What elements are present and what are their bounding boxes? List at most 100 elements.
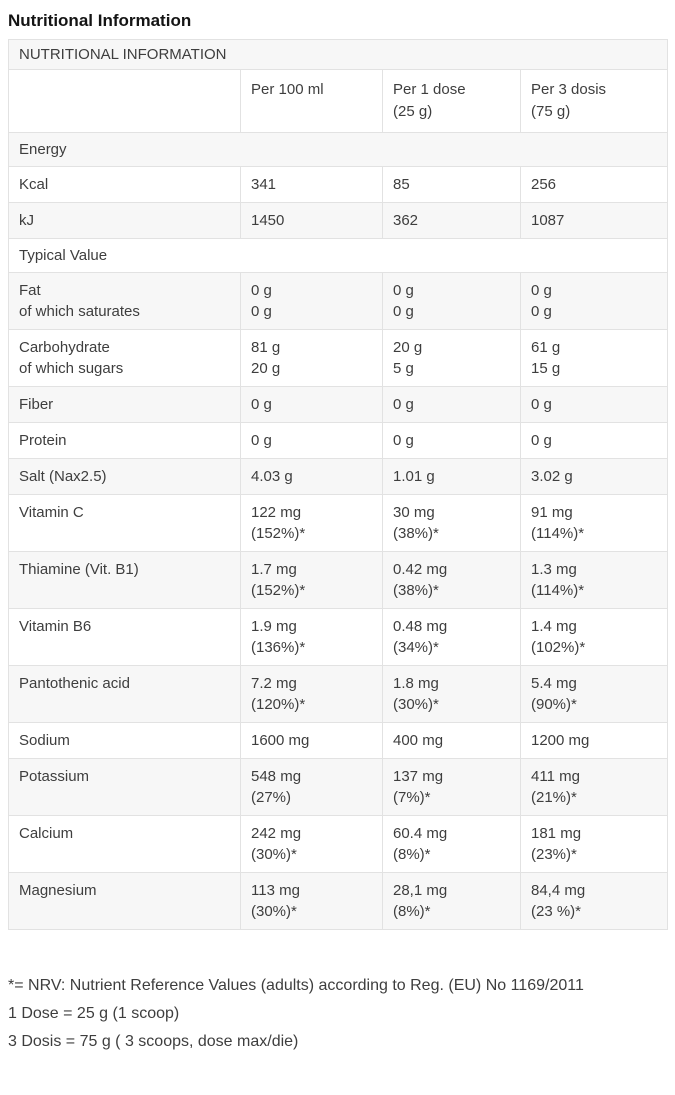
nutrient-label: Vitamin C [8,494,241,552]
cell-line: 0 g [531,282,552,299]
cell-line: (102%)* [531,639,586,656]
column-header-row: Per 100 ml Per 1 dose (25 g) Per 3 dosis (75… [8,69,668,133]
cell-line: (30%)* [393,696,439,713]
value-per-1-dose: 362 [382,202,521,239]
cell-line: 122 mg [251,504,302,521]
value-per-3-dosis: 0 g [520,386,668,423]
nutrient-row: Vitamin B6 1.9 mg (136%)* 0.48 mg (34%)* 1.4 … [8,608,668,666]
cell-line: (90%)* [531,696,577,713]
section-row: Energy [8,132,668,167]
cell-line: 3.02 g [531,468,573,485]
cell-line: (38%)* [393,582,439,599]
cell-line: (30%)* [251,846,297,863]
cell-line: 137 mg [393,768,444,785]
nutrient-row: Kcal 341 85 256 [8,166,668,203]
cell-line: 400 mg [393,732,444,749]
value-per-1-dose: 60.4 mg (8%)* [382,815,521,873]
cell-line: Protein [19,432,67,449]
section-label: Typical Value [8,238,668,273]
value-per-100ml: 1.9 mg (136%)* [240,608,383,666]
value-per-100ml: 548 mg (27%) [240,758,383,816]
nutrient-label: Calcium [8,815,241,873]
value-per-1-dose: 400 mg [382,722,521,759]
cell-line: (23 %)* [531,903,582,920]
value-per-3-dosis: 181 mg (23%)* [520,815,668,873]
nutrient-label: Fiber [8,386,241,423]
cell-line: Pantothenic acid [19,675,130,692]
nutrient-row: Thiamine (Vit. B1) 1.7 mg (152%)* 0.42 mg (3… [8,551,668,609]
cell-line: (30%)* [251,903,297,920]
cell-line: (23%)* [531,846,577,863]
value-per-3-dosis: 411 mg (21%)* [520,758,668,816]
nutrient-label: kJ [8,202,241,239]
cell-line: Magnesium [19,882,97,899]
value-per-1-dose: 28,1 mg (8%)* [382,872,521,930]
column-header-per-3-dosis: Per 3 dosis (75 g) [520,69,668,133]
cell-line: (38%)* [393,525,439,542]
cell-line: 181 mg [531,825,582,842]
cell-line: 548 mg [251,768,302,785]
cell-line: 84,4 mg [531,882,586,899]
value-per-1-dose: 0.48 mg (34%)* [382,608,521,666]
cell-line: 0 g [393,432,414,449]
value-per-3-dosis: 84,4 mg (23 %)* [520,872,668,930]
nutrient-row: Vitamin C 122 mg (152%)* 30 mg (38%)* 91 mg (1… [8,494,668,552]
value-per-3-dosis: 61 g 15 g [520,329,668,387]
value-per-3-dosis: 5.4 mg (90%)* [520,665,668,723]
value-per-100ml: 0 g [240,422,383,459]
nutrient-label: Fat of which saturates [8,272,241,330]
cell-line: 61 g [531,339,561,356]
nutrient-label: Thiamine (Vit. B1) [8,551,241,609]
value-per-1-dose: 137 mg (7%)* [382,758,521,816]
cell-line: 15 g [531,360,561,377]
cell-line: 362 [393,212,419,229]
cell-line: 20 g [393,339,423,356]
table-title-row: NUTRITIONAL INFORMATION [8,39,668,70]
cell-line: kJ [19,212,34,229]
cell-line: 30 mg [393,504,435,521]
cell-line: 0 g [251,282,272,299]
value-per-3-dosis: 256 [520,166,668,203]
value-per-1-dose: 0 g [382,386,521,423]
cell-line: (114%)* [531,525,585,542]
cell-line: 0.48 mg [393,618,448,635]
cell-line: 1.01 g [393,468,435,485]
value-per-100ml: 1.7 mg (152%)* [240,551,383,609]
cell-line: (21%)* [531,789,577,806]
nutrient-row: Pantothenic acid 7.2 mg (120%)* 1.8 mg (30%)… [8,665,668,723]
cell-line: (75 g) [531,103,571,120]
nutrient-row: Protein 0 g 0 g 0 g [8,422,668,459]
value-per-3-dosis: 1200 mg [520,722,668,759]
nutrient-row: Salt (Nax2.5) 4.03 g 1.01 g 3.02 g [8,458,668,495]
footnotes: *= NRV: Nutrient Reference Values (adult… [8,972,667,1056]
cell-line: 5.4 mg [531,675,577,692]
cell-line: Thiamine (Vit. B1) [19,561,139,578]
nutrient-row: Fiber 0 g 0 g 0 g [8,386,668,423]
nutrient-row: Calcium 242 mg (30%)* 60.4 mg (8%)* 181 mg (23… [8,815,668,873]
nutrient-row: kJ 1450 362 1087 [8,202,668,239]
cell-line: Fiber [19,396,54,413]
nutrient-label: Vitamin B6 [8,608,241,666]
cell-line: Vitamin B6 [19,618,92,635]
cell-line: (114%)* [531,582,585,599]
value-per-100ml: 4.03 g [240,458,383,495]
cell-line: 1087 [531,212,565,229]
cell-line: 20 g [251,360,281,377]
cell-line: Sodium [19,732,70,749]
cell-line: 91 mg [531,504,573,521]
nutrient-label: Salt (Nax2.5) [8,458,241,495]
cell-line: 341 [251,176,277,193]
cell-line: Per 3 dosis [531,81,607,98]
value-per-100ml: 1600 mg [240,722,383,759]
cell-line: Kcal [19,176,49,193]
nutrient-row: Carbohydrate of which sugars 81 g 20 g 20 g 5… [8,329,668,387]
cell-line: (7%)* [393,789,431,806]
section-label: Energy [8,132,668,167]
footnote-3-dosis: 3 Dosis = 75 g ( 3 scoops, dose max/die) [8,1033,299,1050]
cell-line: Per 100 ml [251,81,324,98]
column-header-per-1-dose: Per 1 dose (25 g) [382,69,521,133]
cell-line: 7.2 mg [251,675,297,692]
cell-line: 1450 [251,212,285,229]
